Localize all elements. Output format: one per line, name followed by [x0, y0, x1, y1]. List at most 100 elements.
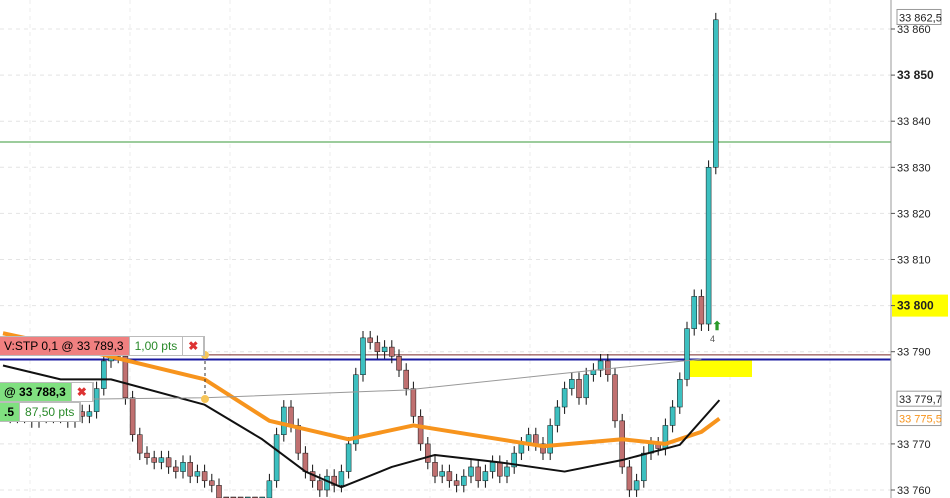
candle-body — [561, 388, 568, 408]
candle — [561, 381, 568, 414]
candle — [403, 363, 409, 396]
candle — [180, 455, 186, 479]
candle-body — [180, 462, 186, 472]
candle-body — [201, 471, 208, 482]
axis-tick-label: 33 820 — [897, 208, 931, 220]
candle-body — [165, 457, 172, 468]
candle — [569, 372, 575, 396]
candle — [655, 436, 661, 456]
candle — [360, 330, 366, 382]
stop-order-label[interactable]: V:STP 0,1 @ 33 789,3 1,00 pts ✖ — [0, 336, 206, 356]
candle — [201, 464, 208, 488]
candle — [547, 418, 553, 461]
axis-highlight — [892, 294, 948, 317]
axis-tick-label: 33 830 — [897, 162, 931, 174]
candle-body — [713, 19, 719, 168]
candle-body — [540, 443, 546, 454]
candle — [209, 473, 215, 493]
candle-body — [360, 337, 366, 375]
candle-body — [547, 425, 553, 454]
stop-order-text: V:STP 0,1 @ 33 789,3 — [0, 337, 130, 355]
candle-body — [151, 457, 157, 463]
marker-label: 4 — [710, 334, 715, 344]
candle — [165, 450, 172, 474]
candle — [281, 400, 287, 442]
entry-order-label[interactable]: @ 33 788,3 ✖ — [0, 382, 94, 402]
highlight-zone — [690, 360, 752, 377]
candle-body — [209, 480, 215, 486]
measure-handle — [201, 395, 209, 403]
candle-body — [511, 452, 517, 468]
candle — [158, 450, 165, 470]
candle-body — [389, 346, 395, 357]
price-label: 33 779,7 — [899, 394, 942, 406]
candle-body — [497, 462, 503, 477]
entry-order-pts: 87,50 pts — [20, 403, 81, 421]
candle — [633, 473, 640, 497]
candle — [669, 400, 676, 433]
candle-body — [288, 406, 294, 426]
candle-body — [633, 480, 640, 491]
candle — [641, 446, 647, 488]
candle — [705, 160, 712, 331]
candle-body — [381, 346, 388, 352]
price-label-box — [896, 410, 942, 427]
candle-body — [403, 369, 409, 389]
candle — [612, 367, 618, 428]
candle — [93, 381, 100, 419]
axis-tick-label: 33 760 — [897, 485, 931, 497]
candle — [425, 436, 431, 470]
price-label-box — [896, 390, 942, 407]
candle-body — [331, 475, 337, 486]
candle-body — [187, 462, 193, 477]
moving-average-line — [2, 358, 702, 401]
candle-body — [396, 356, 402, 371]
entry-order-info: .5 87,50 pts — [0, 402, 82, 422]
moving-average-line — [2, 331, 721, 449]
candle — [619, 413, 625, 474]
candle-body — [122, 356, 129, 399]
candle-body — [569, 379, 575, 389]
candle-body — [295, 425, 301, 454]
candle-body — [439, 471, 445, 477]
axis-tick-label: 33 810 — [897, 255, 931, 267]
price-label-box — [896, 8, 942, 25]
candle — [590, 363, 597, 382]
candle-body — [367, 337, 373, 343]
close-icon[interactable]: ✖ — [72, 383, 93, 401]
candle — [461, 469, 467, 493]
candle-body — [641, 452, 647, 482]
candle — [540, 436, 546, 461]
candle — [396, 349, 402, 378]
candle-body — [677, 379, 683, 408]
candle-body — [324, 475, 330, 491]
candle — [417, 409, 424, 451]
candle-body — [453, 480, 460, 486]
close-icon[interactable]: ✖ — [183, 337, 205, 355]
axis-tick-label: 33 800 — [897, 299, 934, 313]
candle — [216, 478, 222, 498]
entry-order-text: @ 33 788,3 — [0, 383, 72, 401]
candle — [475, 460, 481, 488]
candle-body — [338, 471, 345, 486]
candle — [453, 473, 460, 493]
candle-body — [86, 411, 93, 417]
candle-body — [410, 388, 417, 417]
candle-body — [518, 443, 525, 454]
axis-tick-label: 33 790 — [897, 347, 931, 359]
candle-body — [417, 415, 424, 445]
axis-tick-label: 33 860 — [897, 24, 931, 36]
candle — [194, 464, 201, 484]
candle — [432, 455, 438, 484]
candle — [554, 400, 561, 433]
candle — [273, 427, 280, 488]
candle-body — [619, 420, 625, 468]
candle-body — [597, 360, 604, 371]
candle — [295, 418, 301, 461]
stop-order-pts: 1,00 pts — [130, 337, 184, 355]
candle-body — [669, 406, 676, 426]
axis-tick-label: 33 840 — [897, 116, 931, 128]
candle-body — [93, 388, 100, 412]
candle-body — [583, 374, 589, 399]
